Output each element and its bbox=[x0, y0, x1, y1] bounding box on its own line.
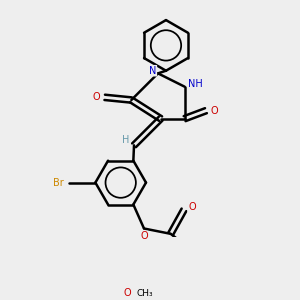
Text: N: N bbox=[149, 66, 156, 76]
Text: O: O bbox=[188, 202, 196, 212]
Text: O: O bbox=[124, 288, 131, 298]
Text: CH₃: CH₃ bbox=[137, 289, 153, 298]
Text: NH: NH bbox=[188, 79, 203, 89]
Text: O: O bbox=[93, 92, 100, 102]
Text: H: H bbox=[122, 135, 130, 145]
Text: O: O bbox=[140, 232, 148, 242]
Text: O: O bbox=[210, 106, 218, 116]
Text: Br: Br bbox=[53, 178, 64, 188]
